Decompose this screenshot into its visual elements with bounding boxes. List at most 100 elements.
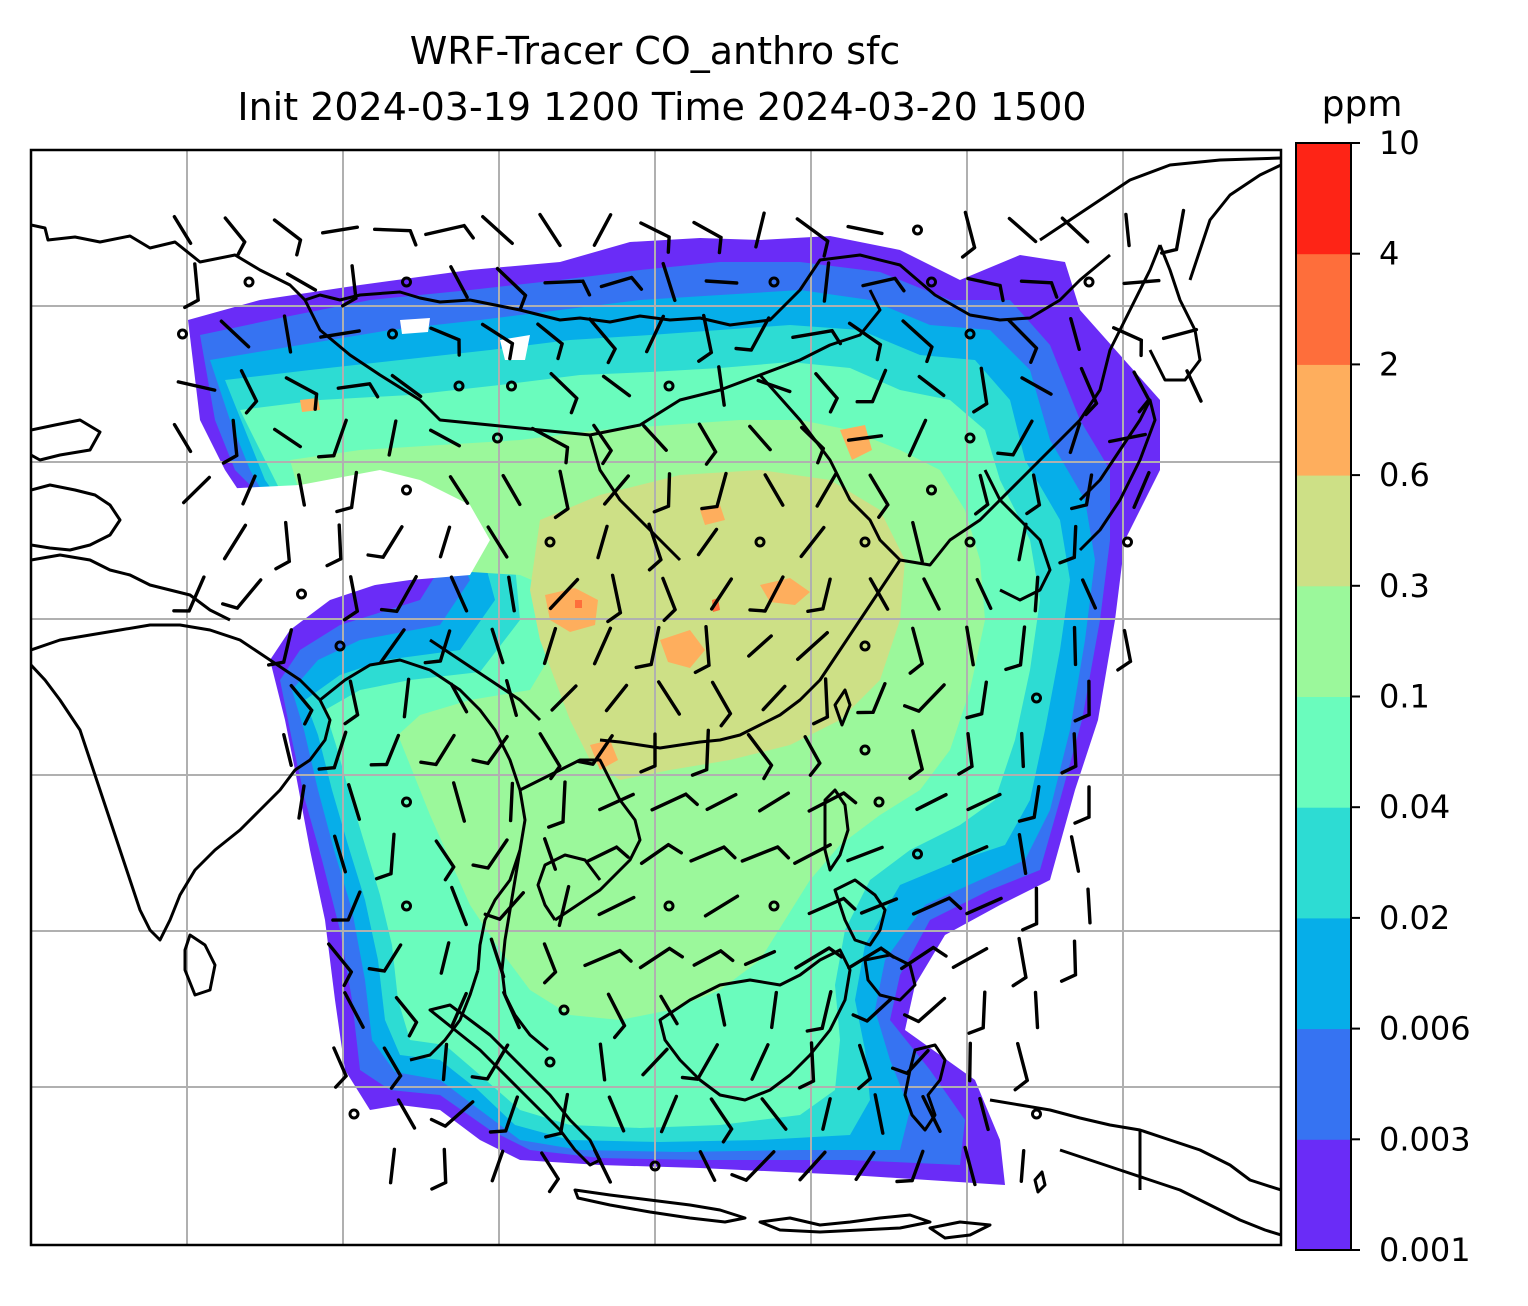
wind-barb: [716, 993, 727, 1027]
wind-barb: [490, 627, 505, 665]
colorbar-segment: [1296, 143, 1351, 255]
colorbar-tick-label: 0.3: [1379, 567, 1430, 605]
coast-china-east: [758, 244, 1162, 567]
wind-barb: [968, 1041, 972, 1083]
wind-barb: [1019, 1149, 1026, 1183]
colorbar-segment: [1296, 364, 1351, 476]
wind-barb: [606, 992, 627, 1040]
wind-barb: [846, 845, 884, 863]
wind-barb: [951, 845, 989, 863]
coast-korea: [983, 469, 1052, 602]
wind-barb: [692, 220, 723, 255]
wind-barb: [965, 625, 975, 667]
calm-wind-marker: [334, 640, 346, 652]
wind-barb: [507, 575, 516, 613]
wind-barb: [978, 1096, 990, 1132]
wind-barb: [911, 520, 924, 564]
wind-barb: [239, 369, 259, 415]
wind-barb: [317, 730, 348, 771]
field-gap-west: [180, 470, 490, 590]
wind-barb: [855, 368, 888, 404]
wind-barb: [693, 625, 711, 675]
wind-barb: [1122, 278, 1161, 286]
coast-west-asia: [31, 483, 122, 552]
wind-barb: [705, 792, 738, 812]
wind-barb: [704, 279, 739, 285]
wind-barb: [219, 319, 251, 349]
calm-wind-marker: [754, 536, 766, 548]
wind-barb: [1058, 524, 1078, 565]
wind-barb: [1132, 370, 1151, 414]
wind-barb: [538, 212, 562, 248]
wind-barb: [495, 266, 528, 312]
wind-barb: [366, 525, 404, 559]
wind-barb: [795, 217, 830, 258]
wind-barb: [471, 838, 509, 870]
wind-barb: [325, 523, 343, 568]
colorbar-tick-label: 0.006: [1379, 1010, 1471, 1048]
colorbar-segment: [1296, 1028, 1351, 1140]
wind-barb: [1020, 376, 1053, 396]
wind-barb: [1060, 732, 1078, 775]
wind-barbs: [172, 208, 1203, 1194]
colorbar-segment: [1296, 917, 1351, 1030]
wind-barb: [488, 1095, 519, 1134]
colorbar-segment: [1296, 475, 1351, 587]
wind-barb: [859, 897, 899, 915]
wind-barb: [763, 473, 785, 507]
coast-lesser-sunda: [758, 1213, 932, 1234]
border-inland-2: [429, 638, 542, 722]
colorbar: 0.001 0.003 0.006 0.02 0.04 0.1 0.3 0.6 2 4 10: [1295, 124, 1471, 1269]
wind-barb: [335, 470, 359, 514]
colorbar-segment: [1296, 585, 1351, 697]
calm-wind-marker: [177, 328, 188, 340]
wind-barb: [891, 1049, 930, 1075]
wind-barb: [903, 683, 946, 713]
coast-india: [31, 623, 332, 942]
wind-barb: [1081, 578, 1097, 610]
wind-barb: [297, 473, 306, 507]
wind-barb: [846, 434, 884, 442]
coast-java: [573, 1188, 747, 1224]
wind-barb: [746, 733, 774, 781]
wind-barb: [700, 471, 728, 511]
wind-barb: [793, 843, 832, 865]
wind-barb: [241, 474, 257, 506]
coast-gulf-thailand: [536, 853, 602, 921]
wind-barb: [659, 994, 679, 1026]
wind-barb: [717, 365, 726, 407]
calm-wind-marker: [859, 744, 871, 756]
wind-barb: [441, 1042, 449, 1082]
calm-wind-marker: [243, 276, 255, 288]
colorbar-segment: [1296, 696, 1351, 808]
calm-wind-marker: [387, 328, 398, 340]
colorbar-tick-label: 10: [1379, 124, 1420, 162]
wind-barb: [652, 472, 672, 514]
coast-bay-bengal: [319, 658, 527, 971]
wind-barb: [805, 990, 833, 1033]
wind-barb: [543, 279, 592, 297]
wind-barb: [538, 732, 562, 781]
coast-japan: [1078, 398, 1157, 552]
wind-barb: [429, 1100, 475, 1128]
wind-barb: [965, 680, 988, 720]
colorbar-unit-label: ppm: [1322, 84, 1403, 125]
calm-wind-marker: [558, 1004, 570, 1016]
wind-barb: [908, 729, 924, 780]
wind-barb: [540, 1151, 560, 1194]
wind-barb: [419, 733, 456, 767]
wind-barb: [601, 374, 632, 398]
wind-barb: [1033, 575, 1040, 613]
colorbar-segment: [1296, 253, 1351, 365]
wind-barb: [588, 317, 617, 365]
calm-wind-marker: [964, 536, 976, 548]
wind-barb: [388, 1147, 397, 1185]
wind-barb: [1021, 886, 1039, 932]
calm-wind-marker: [926, 276, 937, 288]
coast-persian-gulf: [31, 418, 102, 462]
wind-barb: [1059, 939, 1078, 983]
wind-barb: [639, 843, 683, 865]
wind-barb: [659, 1094, 679, 1134]
wind-barb: [710, 577, 733, 611]
